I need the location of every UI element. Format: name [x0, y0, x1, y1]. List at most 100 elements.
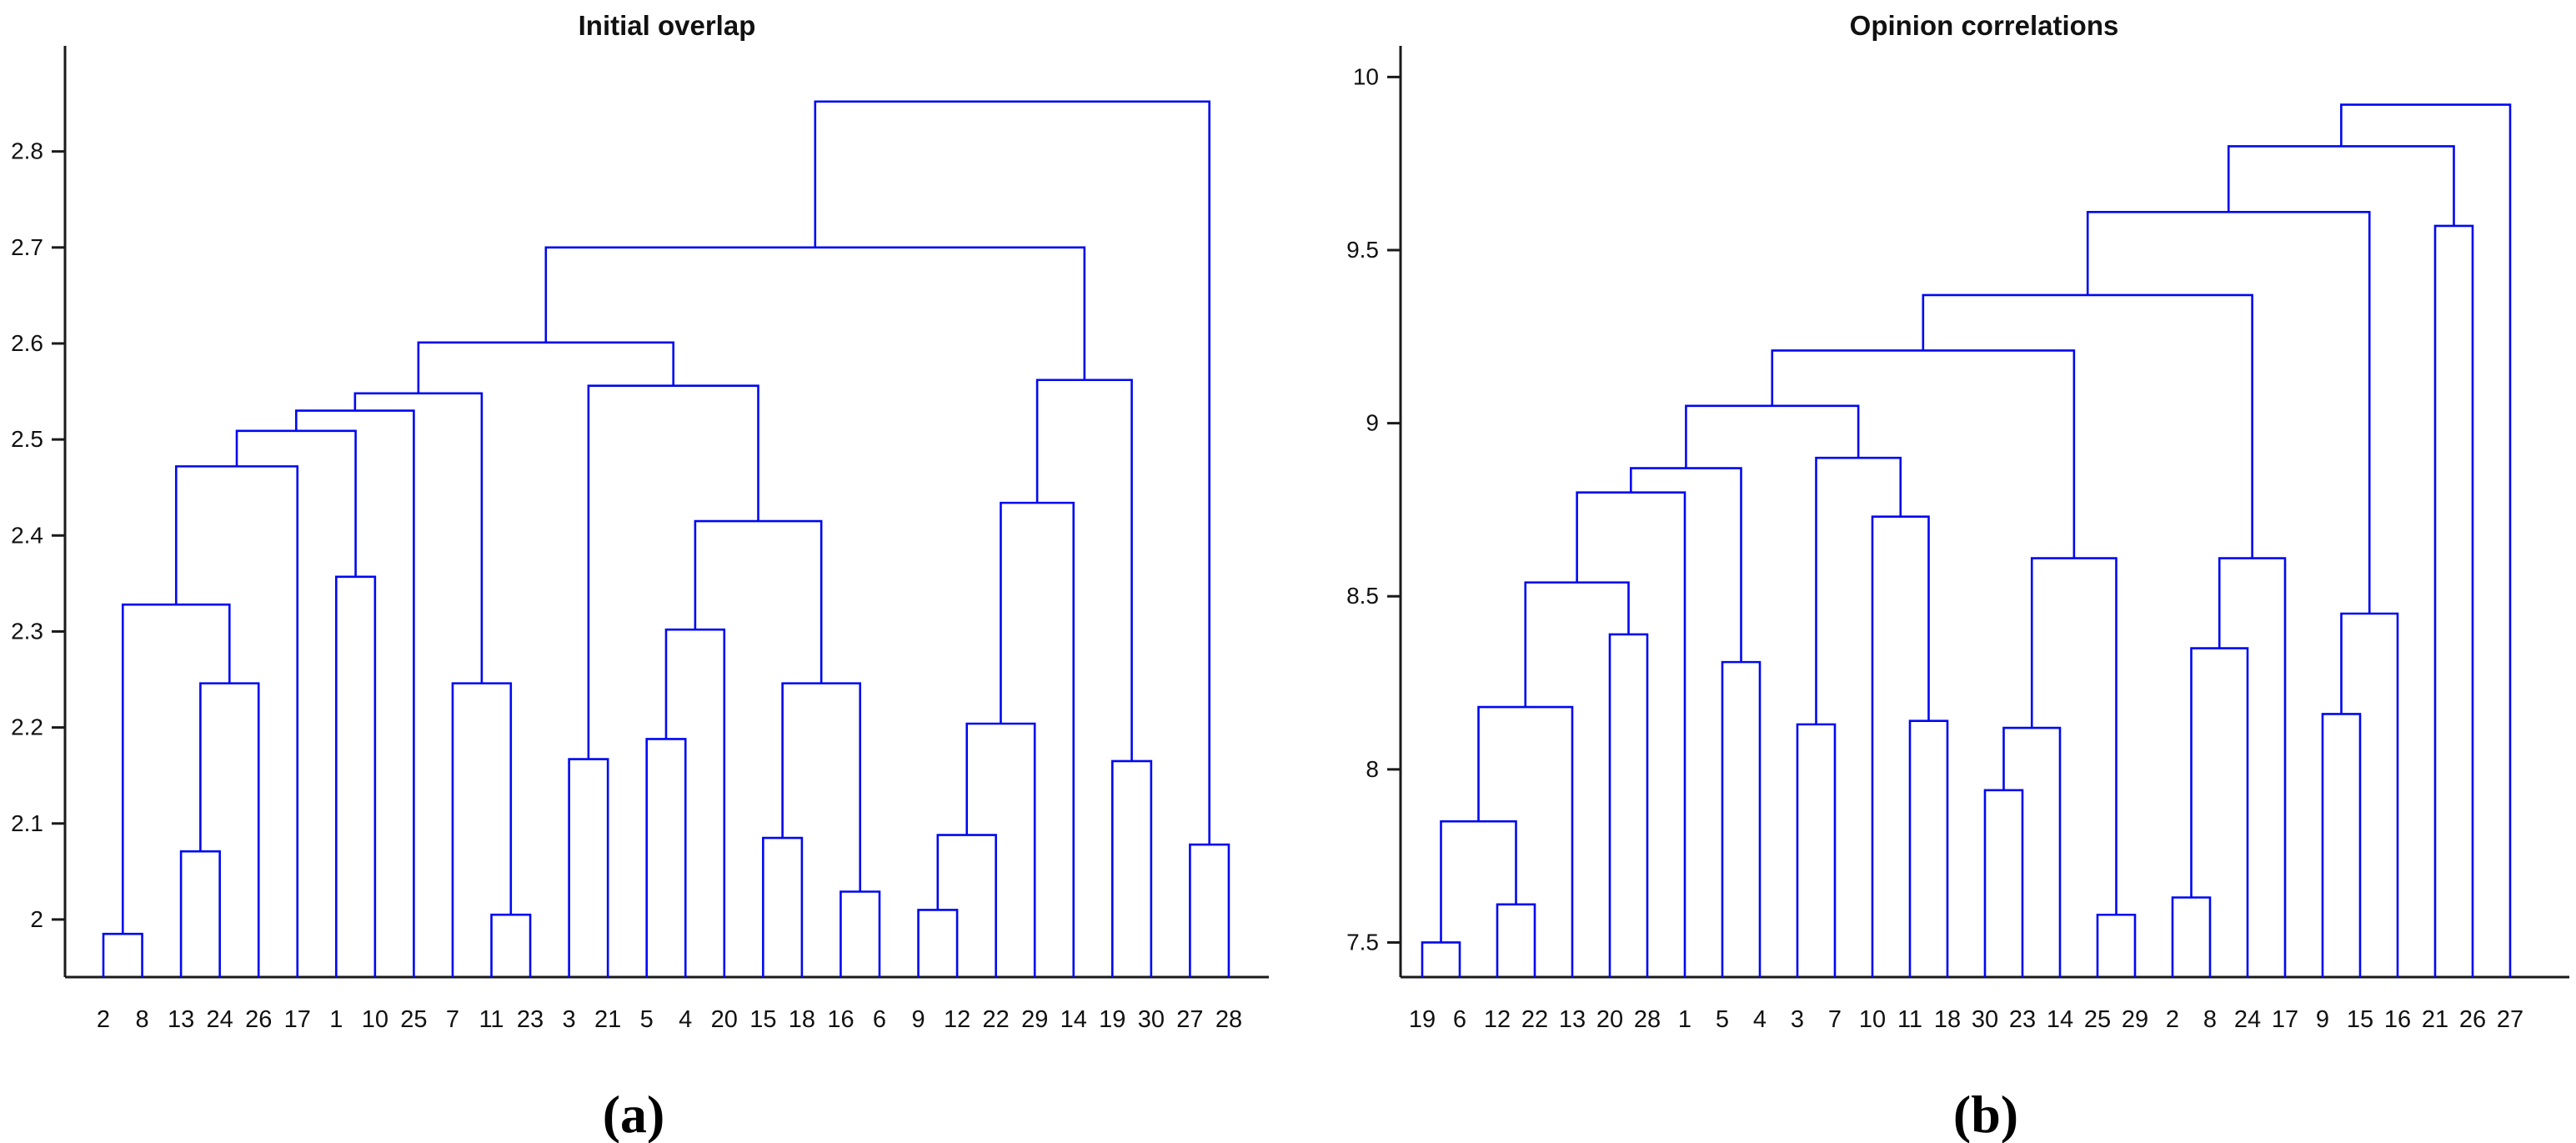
y-tick-label: 9.5: [1346, 237, 1379, 263]
leaf-label: 9: [911, 1006, 925, 1033]
leaf-label: 19: [1099, 1006, 1125, 1033]
dendrogram-link: [1815, 456, 1902, 724]
leaf-label: 27: [1176, 1006, 1203, 1033]
dendrogram-link: [917, 909, 959, 977]
leaf-labels: 2 8 13 24 26 17 1 10 25 7 11 23 3 21 5 4 20 15 18 16 6 9 12 22 2…: [97, 1006, 1242, 1033]
dendrogram-link: [102, 932, 143, 977]
dendrogram-link: [645, 738, 687, 977]
leaf-label: 27: [2497, 1006, 2523, 1033]
leaf-label: 10: [1859, 1006, 1886, 1033]
dendrogram-link: [2190, 647, 2249, 977]
leaf-label: 5: [1716, 1006, 1729, 1033]
plot-a-title: Initial overlap: [578, 10, 756, 41]
leaf-label: 18: [789, 1006, 815, 1033]
leaf-label: 25: [2084, 1006, 2111, 1033]
y-tick-label: 2.8: [11, 138, 43, 164]
leaf-label: 1: [1678, 1006, 1691, 1033]
leaf-label: 14: [2047, 1006, 2073, 1033]
leaf-label: 28: [1215, 1006, 1242, 1033]
dendrogram-link: [121, 603, 231, 935]
dendrogram-link: [1608, 633, 1649, 977]
dendrogram-link: [1477, 705, 1574, 977]
dendrogram-link: [2227, 145, 2455, 226]
leaf-label: 20: [711, 1006, 738, 1033]
leaf-label: 5: [640, 1006, 654, 1033]
dendrogram-links: [102, 100, 1230, 977]
leaf-label: 14: [1060, 1006, 1087, 1033]
leaf-label: 6: [873, 1006, 886, 1033]
dendrogram-link: [2321, 713, 2362, 977]
y-tick-label: 2.4: [11, 522, 43, 548]
dendrogram-link: [965, 722, 1036, 977]
dendrogram-link: [1721, 660, 1762, 977]
dendrogram-link: [1189, 843, 1230, 977]
dendrogram-link: [1908, 719, 1949, 977]
dendrogram-link: [1111, 759, 1153, 977]
leaf-label: 24: [207, 1006, 233, 1033]
y-tick-label: 7.5: [1346, 929, 1379, 955]
dendrogram-link: [2433, 224, 2474, 977]
leaf-label: 24: [2234, 1006, 2261, 1033]
axes: 7.5 8 8.5 9 9.5 10: [1346, 46, 2569, 979]
dendrogram-link: [199, 682, 260, 977]
dendrogram-link: [2218, 557, 2287, 977]
dendrogram-link: [587, 384, 759, 759]
leaf-label: 7: [446, 1006, 459, 1033]
dendrogram-link: [334, 575, 377, 977]
leaf-label: 16: [827, 1006, 854, 1033]
leaf-label: 17: [2272, 1006, 2298, 1033]
leaf-label: 8: [2203, 1006, 2217, 1033]
dendrogram-link: [1524, 581, 1630, 708]
leaf-label: 2: [97, 1006, 110, 1033]
y-tick-label: 2: [30, 906, 43, 932]
y-tick-label: 8.5: [1346, 583, 1379, 609]
y-tick-label: 2.5: [11, 426, 43, 452]
leaf-label: 12: [1484, 1006, 1511, 1033]
leaf-label: 23: [517, 1006, 544, 1033]
y-tick-label: 2.7: [11, 234, 43, 260]
leaf-label: 26: [2459, 1006, 2486, 1033]
leaf-label: 8: [135, 1006, 148, 1033]
leaf-label: 15: [2347, 1006, 2373, 1033]
dendrogram-link: [490, 913, 532, 977]
leaf-label: 22: [1521, 1006, 1548, 1033]
dendrogram-plot-a: 22.12.22.32.42.52.62.72.82 8 13 24 26 17 1 10 25…: [11, 46, 1269, 1033]
leaf-labels: 19 6 12 22 13 20 28 1 5 4 3 7 10 11 18 30 23 14 25 29 2 8 24 17…: [1409, 1006, 2523, 1033]
leaf-label: 13: [1559, 1006, 1586, 1033]
leaf-label: 26: [245, 1006, 272, 1033]
leaf-label: 30: [1138, 1006, 1165, 1033]
leaf-label: 3: [563, 1006, 576, 1033]
dendrogram-link: [781, 682, 862, 892]
dendrogram-link: [1796, 723, 1837, 977]
leaf-label: 17: [284, 1006, 311, 1033]
leaf-label: 1: [329, 1006, 343, 1033]
dendrogram-link: [839, 890, 881, 977]
dendrogram-link: [2340, 103, 2512, 977]
leaf-label: 29: [1021, 1006, 1048, 1033]
dendrogram-link: [544, 246, 1086, 380]
leaf-label: 11: [479, 1006, 504, 1033]
leaf-label: 11: [1897, 1006, 1922, 1033]
dendrogram-link: [664, 628, 726, 977]
leaf-label: 25: [400, 1006, 427, 1033]
leaf-label: 4: [1753, 1006, 1767, 1033]
leaf-label: 6: [1453, 1006, 1466, 1033]
leaf-label: 2: [2166, 1006, 2179, 1033]
y-tick-label: 2.2: [11, 714, 43, 740]
dendrogram-link: [1630, 467, 1742, 663]
y-tick-label: 2.6: [11, 330, 43, 356]
axes: 2 2.1 2.2 2.3 2.4 2.5 2.6 2.7 2.8: [11, 46, 1269, 979]
leaf-label: 20: [1596, 1006, 1623, 1033]
dendrogram-link: [451, 682, 513, 977]
y-tick-label: 9: [1366, 410, 1379, 436]
y-tick-label: 8: [1366, 756, 1379, 782]
dendrogram-link: [1771, 349, 2076, 559]
dendrogram-link: [568, 758, 609, 977]
leaf-label: 16: [2384, 1006, 2411, 1033]
y-tick-label: 10: [1353, 63, 1379, 89]
dendrogram-link: [2002, 726, 2062, 977]
panel-a-caption: (a): [602, 1085, 665, 1143]
leaf-label: 19: [1409, 1006, 1436, 1033]
